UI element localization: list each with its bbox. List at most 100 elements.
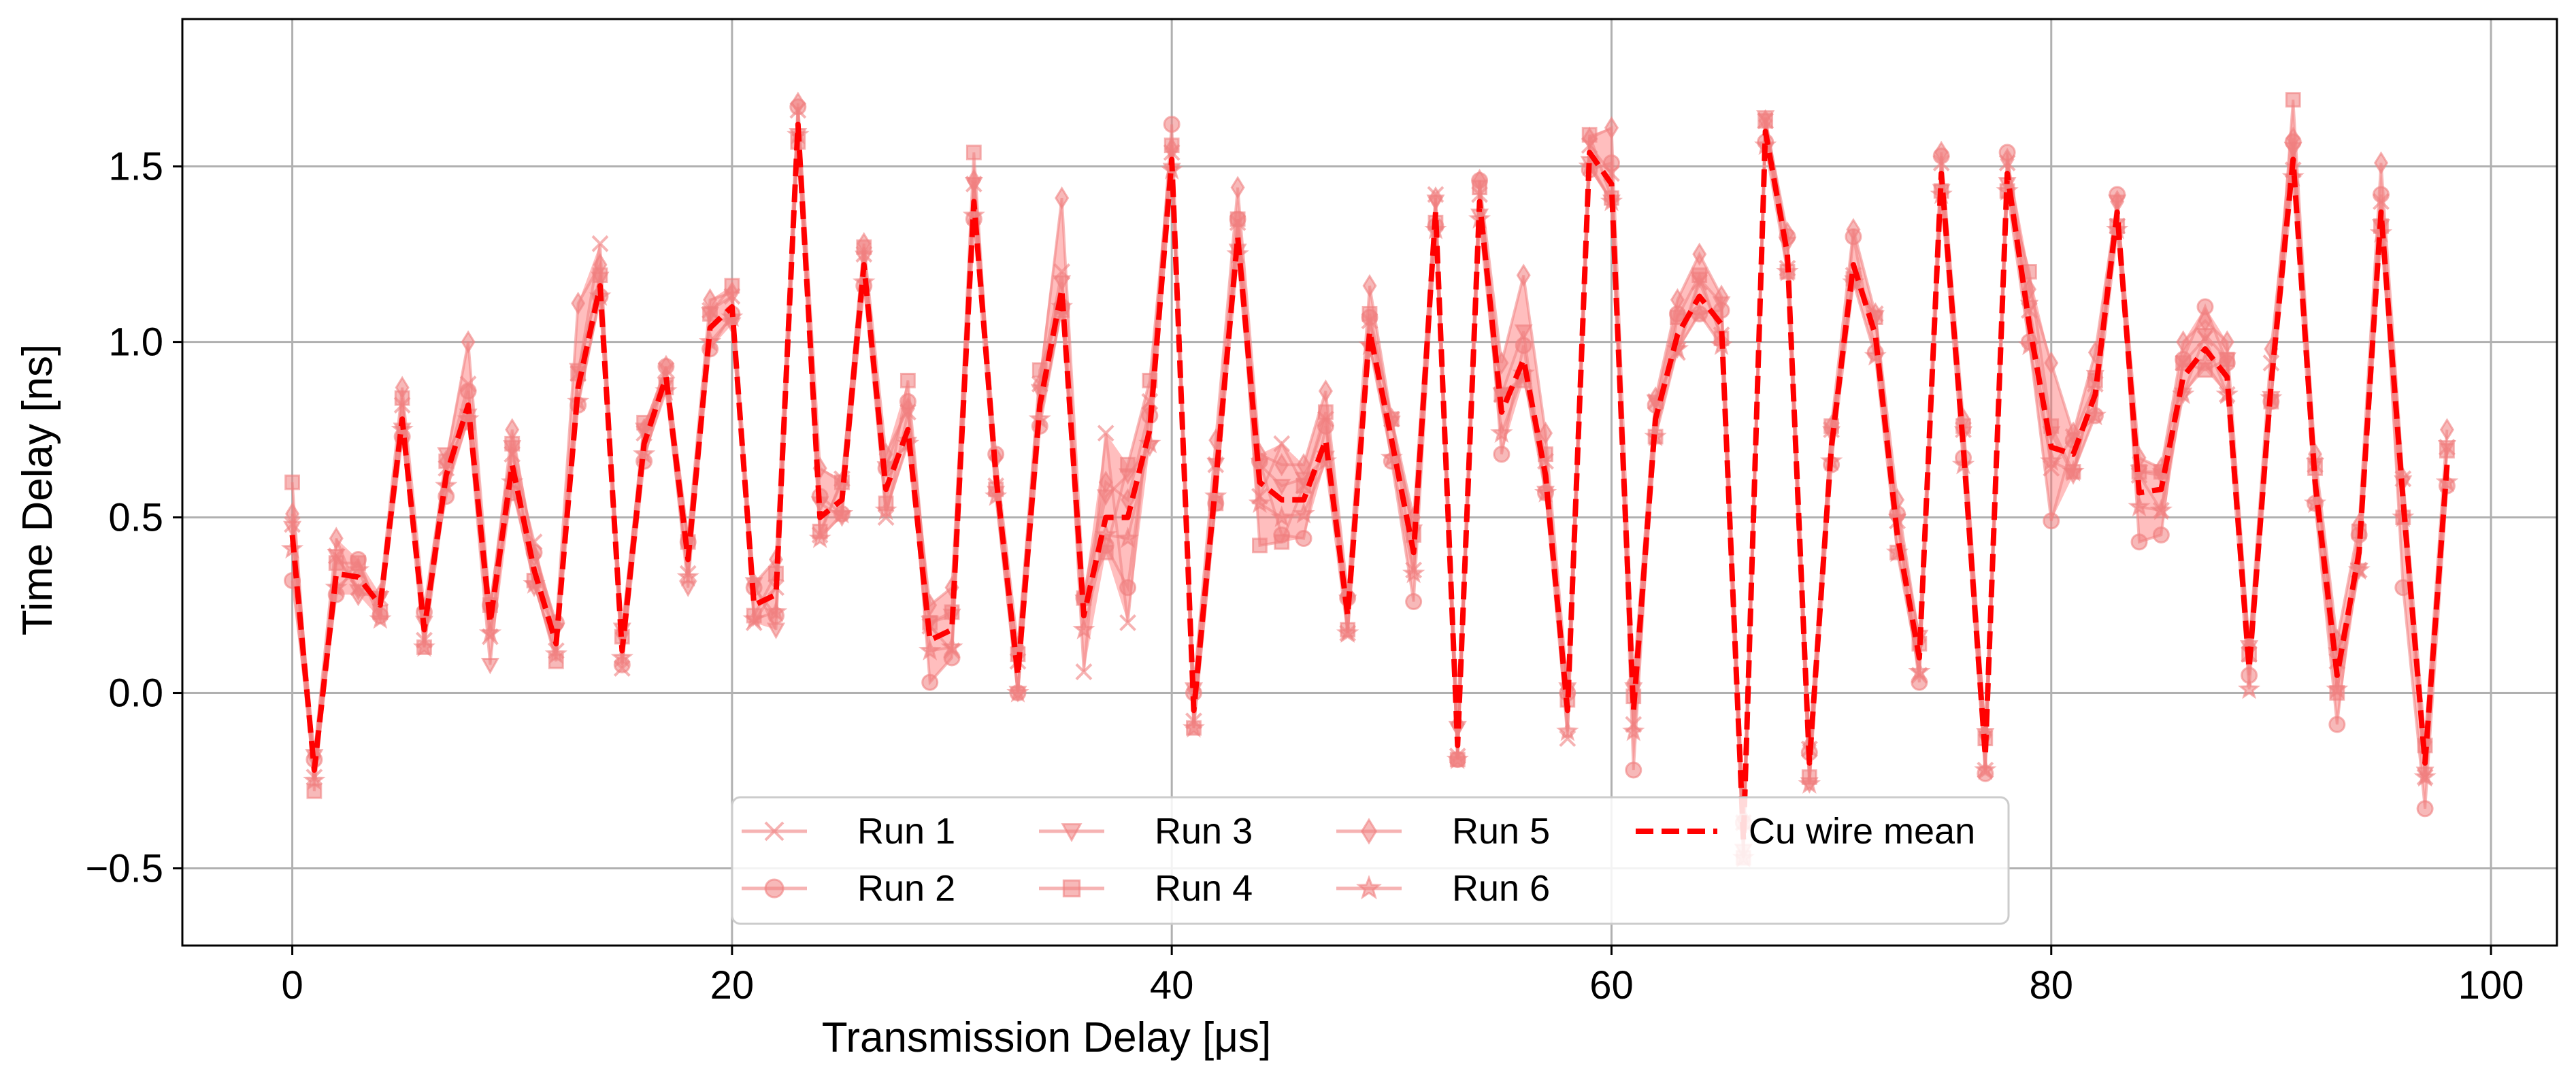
legend-marker [1356, 875, 1382, 900]
legend-item-run-4: Run 4 [1039, 868, 1253, 909]
run-line [291, 106, 2449, 823]
run-point [2219, 330, 2234, 354]
tick-labels: 0 20 40 60 80 100 −0.5 0.0 0.5 1.0 1.5 [86, 145, 2524, 1007]
y-axis-label: Time Delay [ns] [14, 344, 61, 635]
run-point [478, 621, 502, 644]
run-point [1119, 614, 1136, 631]
range-band [292, 99, 2447, 858]
x-tick-label: 100 [2458, 963, 2524, 1007]
run-point [1428, 186, 1443, 210]
run-point [899, 372, 916, 388]
run-point [2083, 403, 2107, 426]
x-tick-label: 0 [281, 963, 303, 1007]
run-point [2347, 558, 2371, 580]
run-point [2017, 333, 2041, 356]
legend-marker [1062, 879, 1081, 898]
run-point [2040, 449, 2063, 471]
run-point [2176, 330, 2191, 354]
run-point [2149, 498, 2173, 520]
y-tick-label: 0.0 [108, 671, 163, 716]
run-point [505, 418, 520, 441]
run-point [2326, 677, 2349, 699]
legend-label: Run 4 [1155, 868, 1253, 909]
run-point [900, 397, 915, 420]
run-point [830, 501, 854, 524]
run-point [877, 509, 895, 527]
run-point [965, 144, 982, 161]
run-point [1230, 176, 1245, 199]
legend-label: Run 2 [857, 868, 955, 909]
run-point [659, 354, 674, 378]
run-point [1625, 761, 1642, 779]
run-point [329, 527, 344, 550]
run-point [1514, 324, 1533, 341]
run-point [1097, 424, 1114, 442]
run-point [1538, 421, 1553, 445]
run-point [874, 498, 897, 520]
legend-marker [764, 878, 785, 899]
run-point [1272, 478, 1291, 496]
x-axis-label: Transmission Delay [μs] [822, 1014, 1271, 1061]
run-line [291, 99, 2449, 858]
run-point [2435, 470, 2459, 493]
run-point [1270, 505, 1293, 527]
run-point [2198, 309, 2213, 333]
run-point [593, 252, 608, 277]
run-point [591, 235, 609, 252]
run-line [291, 103, 2449, 820]
run-point [1974, 758, 1997, 780]
run-point [966, 169, 981, 193]
run-point [610, 646, 634, 668]
run-point [940, 635, 963, 657]
run-point [285, 502, 300, 526]
run-point [1380, 446, 1404, 468]
x-tick-label: 80 [2030, 963, 2074, 1007]
run-point [921, 673, 939, 691]
run-point [632, 442, 656, 464]
run-point [395, 375, 410, 399]
run-point [1666, 337, 1689, 359]
run-point [2328, 716, 2346, 733]
run-point [702, 288, 718, 312]
run-point [1885, 540, 1909, 563]
run-point [1336, 621, 1359, 644]
plot-frame [181, 18, 2558, 947]
legend-marker [764, 821, 785, 841]
run-point [350, 582, 366, 607]
run-point [1292, 501, 1315, 524]
y-tick-label: 0.5 [108, 496, 163, 540]
legend-marker [1360, 818, 1378, 845]
run-point [1490, 421, 1513, 444]
run-point [571, 291, 586, 316]
x-tick-label: 20 [710, 963, 755, 1007]
mean-series [289, 121, 2450, 844]
run-point [1204, 484, 1227, 506]
run-point [1472, 169, 1487, 193]
run-point [2128, 495, 2151, 517]
run-point [1094, 522, 1117, 545]
axes [173, 18, 2558, 955]
run-point [461, 330, 476, 354]
run-point [2413, 765, 2437, 787]
run-point [1274, 453, 1289, 477]
run-point [1516, 263, 1531, 287]
run-point [1556, 719, 1579, 741]
y-tick-label: 1.5 [108, 145, 163, 189]
run-point [544, 642, 567, 665]
run-point [412, 635, 436, 657]
run-point [2044, 351, 2059, 375]
run-point [1493, 446, 1510, 463]
run-point [2000, 148, 2015, 171]
run-point [1405, 592, 1423, 610]
run-point [2303, 491, 2327, 514]
x-tick-label: 40 [1150, 963, 1194, 1007]
run-point [1798, 772, 1821, 794]
run-point [1582, 127, 1597, 150]
run-point [1402, 561, 1425, 584]
run-point [2043, 512, 2060, 530]
legend-item-run-3: Run 3 [1039, 811, 1253, 852]
run-point [1119, 579, 1137, 597]
run-point [369, 607, 392, 629]
run-point [1559, 730, 1576, 748]
